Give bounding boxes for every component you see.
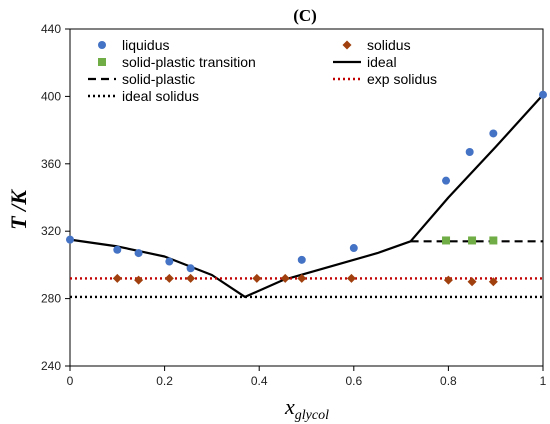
- solidus-point: [488, 277, 498, 287]
- x-tick-label: 0.6: [345, 374, 362, 388]
- legend-item-liquidus: liquidus: [98, 37, 169, 53]
- legend-label-solid-plastic: solid-plastic: [122, 71, 195, 87]
- x-axis-label: xglycol: [284, 394, 329, 423]
- y-tick-label: 280: [41, 292, 61, 306]
- x-tick-label: 0.2: [156, 374, 173, 388]
- solidus-point: [467, 277, 477, 287]
- solidus-point: [134, 275, 144, 285]
- solidus-point: [112, 273, 122, 283]
- legend-item-solid-plastic: solid-plastic: [88, 71, 195, 87]
- y-tick-label: 320: [41, 224, 61, 238]
- solidus-point: [346, 273, 356, 283]
- legend-label-exp-solidus: exp solidus: [367, 71, 437, 87]
- legend-label-solidus: solidus: [367, 37, 411, 53]
- solidus-point: [252, 273, 262, 283]
- y-axis-label: T /K: [6, 189, 31, 230]
- legend-label-solid-plastic-transition: solid-plastic transition: [122, 54, 256, 70]
- liquidus-point: [489, 129, 498, 138]
- liquidus-point: [297, 255, 306, 264]
- legend-item-ideal: ideal: [333, 54, 397, 70]
- liquidus-point: [539, 90, 547, 99]
- ideal-line: [69, 93, 544, 298]
- legend-key-solid-plastic-transition: [98, 58, 106, 66]
- plot-area: 0 0.2 0.4 0.6 0.8 1 240 280 320 360 400 440: [41, 22, 547, 388]
- x-tick-label: 1: [540, 374, 547, 388]
- plot-frame: [69, 28, 544, 367]
- liquidus-point: [113, 245, 122, 254]
- x-tick-label: 0.8: [440, 374, 457, 388]
- chart-title: (C): [293, 6, 317, 25]
- solidus-point: [297, 273, 307, 283]
- legend-item-exp-solidus: exp solidus: [333, 71, 437, 87]
- x-axis-label-subscript: glycol: [295, 408, 329, 423]
- solid-plastic-transition-point: [442, 236, 451, 245]
- legend-label-ideal: ideal: [367, 54, 397, 70]
- solid-plastic-transition-point: [468, 236, 477, 245]
- legend-label-liquidus: liquidus: [122, 37, 169, 53]
- liquidus-point: [134, 249, 143, 258]
- legend-key-solidus: [342, 40, 352, 50]
- liquidus-point: [465, 148, 474, 157]
- x-tick-label: 0.4: [251, 374, 268, 388]
- y-tick-label: 440: [41, 22, 61, 36]
- solid-plastic-transition-point: [489, 236, 498, 245]
- liquidus-point: [165, 257, 174, 266]
- legend-item-ideal-solidus: ideal solidus: [88, 88, 199, 104]
- legend-label-ideal-solidus: ideal solidus: [122, 88, 199, 104]
- legend-item-solidus: solidus: [342, 37, 411, 53]
- liquidus-point: [442, 176, 451, 185]
- legend-item-solid-plastic-transition: solid-plastic transition: [98, 54, 256, 70]
- solidus-point: [186, 273, 196, 283]
- solidus-point: [443, 275, 453, 285]
- x-axis-label-main: x: [284, 394, 295, 419]
- x-tick-label: 0: [67, 374, 74, 388]
- y-tick-label: 400: [41, 89, 61, 103]
- liquidus-point: [349, 244, 358, 253]
- y-tick-label: 240: [41, 359, 61, 373]
- liquidus-point: [186, 264, 195, 273]
- liquidus-point: [66, 235, 74, 244]
- solidus-point: [164, 273, 174, 283]
- legend-key-liquidus: [98, 41, 106, 49]
- legend: liquidus solidus solid-plastic transition i…: [88, 37, 437, 104]
- solidus-point: [280, 273, 290, 283]
- y-tick-label: 360: [41, 157, 61, 171]
